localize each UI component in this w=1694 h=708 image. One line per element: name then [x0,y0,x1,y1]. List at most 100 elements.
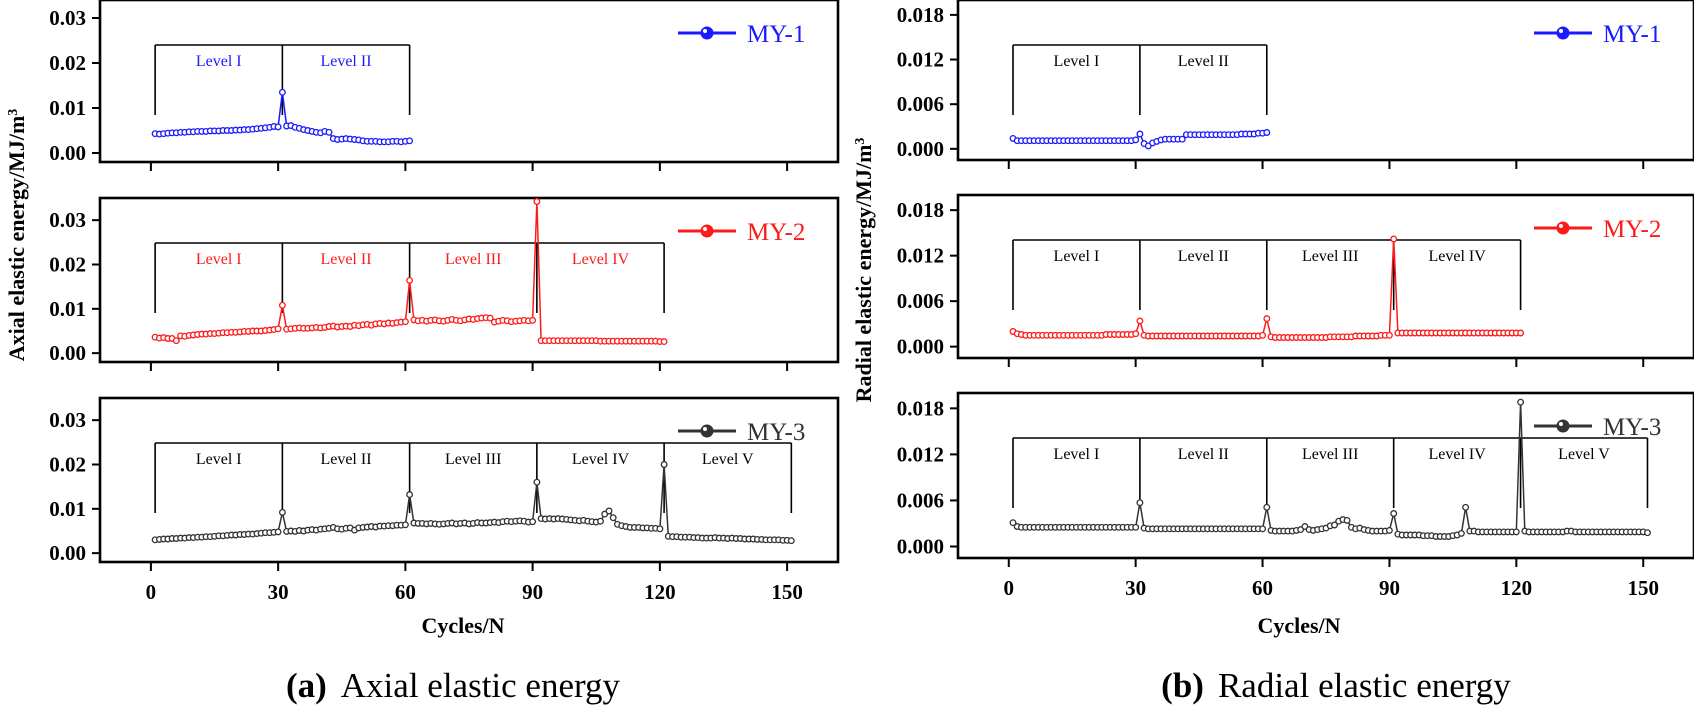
y-tick-label: 0.03 [49,208,86,232]
panel-a-xlabel: Cycles/N [421,613,504,638]
legend: MY-2 [1534,216,1661,243]
caption-a-label: (a) [286,666,327,705]
data-point [533,198,541,205]
level-label: Level I [1054,248,1100,265]
data-point [1517,329,1525,337]
legend-marker [700,26,714,40]
legend: MY-3 [1534,414,1661,441]
y-tick-label: 0.012 [897,442,944,466]
caption-b-label: (b) [1161,666,1204,705]
data-point [274,528,282,536]
level-label: Level II [1178,446,1229,463]
data-point [1263,315,1271,323]
x-tick-label: 30 [268,580,289,604]
panel-a-y-title: Axial elastic energy/MJ/m3 [4,109,29,362]
legend-marker-highlight [703,227,707,231]
y-tick-label: 0.018 [897,396,944,420]
level-label: Level II [320,53,371,70]
legend-label: MY-2 [747,219,805,246]
legend-marker [700,424,714,438]
legend: MY-1 [1534,21,1661,48]
y-tick-label: 0.01 [49,96,86,120]
level-brackets: Level I Level II [154,44,411,115]
x-tick-label: 120 [1501,576,1533,600]
data-point [1132,136,1140,144]
data-point [1512,528,1520,536]
data-point [597,517,604,525]
level-brackets: Level I Level II Level III Level IV Level V [154,442,793,513]
legend-label: MY-1 [1603,21,1661,48]
data-point [1385,526,1393,534]
data-point [172,337,180,345]
x-tick-label: 120 [644,580,676,604]
level-label: Level II [320,251,371,268]
y-tick-label: 0.012 [897,48,944,72]
data-point [609,514,617,522]
data-point [660,461,668,468]
y-tick-label: 0.03 [49,6,86,30]
level-label: Level I [196,451,242,468]
y-tick-label: 0.006 [897,92,944,116]
x-tick-label: 0 [1004,576,1015,600]
data-point [1136,317,1144,325]
series-markers [151,88,414,146]
level-label: Level III [445,251,501,268]
data-point [1457,529,1465,537]
level-label: Level I [196,53,242,70]
data-point [1259,331,1267,339]
caption-a: (a) Axial elastic energy [286,666,621,705]
legend: MY-1 [678,21,805,48]
data-point [278,88,286,96]
plot-frame [98,396,840,564]
legend-marker-highlight [703,29,707,33]
level-label: Level IV [572,451,630,468]
legend-label: MY-3 [747,419,805,446]
series-line-my-3 [1012,402,1648,538]
caption-a-text: Axial elastic energy [341,666,621,705]
data-point [1390,235,1398,243]
data-point [1132,523,1140,531]
series-markers [151,198,668,346]
plot-frame [956,0,1694,162]
level-brackets: Level I Level II [1012,44,1268,115]
data-point [278,508,286,516]
level-label: Level IV [572,251,630,268]
data-point [325,128,333,136]
legend-marker-highlight [1559,422,1563,426]
x-tick-label: 150 [1627,576,1659,600]
x-tick-label: 0 [146,580,157,604]
y-tick-label: 0.01 [49,497,86,521]
level-label: Level I [196,251,242,268]
plot-frame [956,193,1694,360]
caption-b: (b) Radial elastic energy [1161,666,1511,705]
data-point [533,478,541,486]
data-point [278,301,286,309]
x-tick-label: 30 [1125,576,1146,600]
y-tick-label: 0.006 [897,289,944,313]
data-point [486,314,494,322]
legend-marker-highlight [1559,29,1563,33]
data-point [401,521,409,529]
y-tick-label: 0.03 [49,408,86,432]
subplot-b-my-1: 0.000 0.006 0.012 0.018 Level I Level II MY-1 [897,0,1694,169]
level-label: Level V [702,451,754,468]
data-point [787,537,795,545]
y-tick-label: 0.000 [897,335,944,359]
y-tick-label: 0.02 [49,252,86,276]
data-point [406,137,414,145]
legend-marker [1556,26,1570,40]
level-label: Level II [1178,53,1229,70]
panel-b-y-title: Radial elastic energy/MJ/m3 [851,138,876,403]
data-point [1009,519,1017,527]
level-label: Level III [1302,446,1358,463]
data-point [1390,510,1398,517]
data-point [529,316,537,324]
series-markers [151,461,795,545]
x-tick-label: 90 [1379,576,1400,600]
y-tick-label: 0.000 [897,137,944,161]
data-point [406,276,414,284]
